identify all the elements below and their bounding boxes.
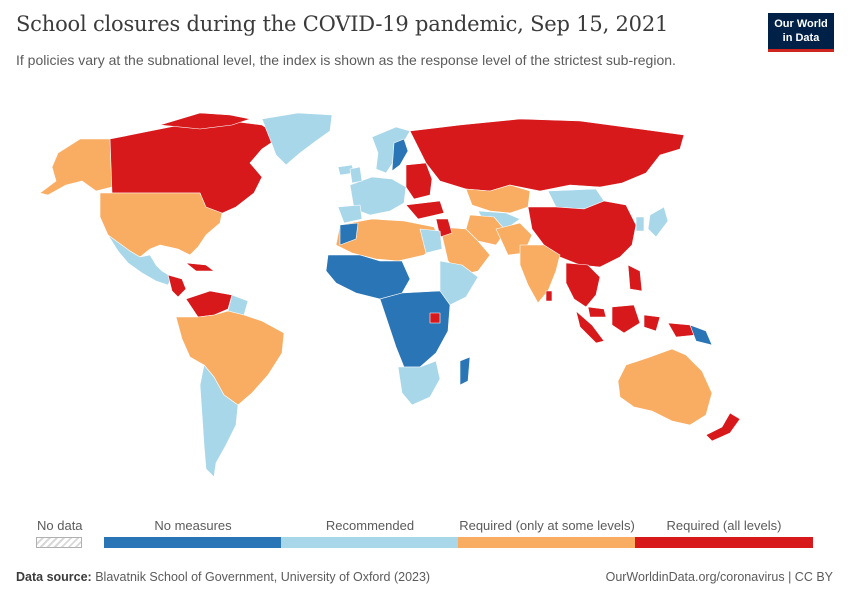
region-india[interactable]	[519, 244, 561, 304]
region-egypt[interactable]	[419, 228, 443, 254]
region-uganda[interactable]	[429, 312, 441, 324]
region-eastern-europe[interactable]	[405, 162, 433, 200]
region-uk[interactable]	[349, 166, 363, 184]
map-legend: No data No measures Recommended Required…	[0, 513, 850, 553]
legend-bin-required-some[interactable]	[458, 537, 635, 548]
legend-label-required-some: Required (only at some levels)	[459, 518, 635, 533]
region-madagascar[interactable]	[459, 356, 471, 386]
legend-no-data-swatch[interactable]	[36, 537, 82, 548]
region-brazil-peru[interactable]	[175, 310, 285, 406]
chart-subtitle: If policies vary at the subnational leve…	[16, 52, 676, 68]
legend-bin-recommended[interactable]	[281, 537, 458, 548]
region-alaska[interactable]	[39, 138, 113, 196]
region-southern-africa[interactable]	[397, 360, 441, 406]
region-korea[interactable]	[635, 216, 645, 232]
region-west-africa[interactable]	[325, 254, 411, 300]
footer-source: Data source: Blavatnik School of Governm…	[16, 570, 430, 584]
region-indonesia-sumatra[interactable]	[575, 310, 605, 344]
region-australia[interactable]	[617, 348, 713, 426]
legend-bin-required-all[interactable]	[635, 537, 813, 548]
region-chile-argentina[interactable]	[199, 364, 239, 478]
world-map[interactable]	[0, 95, 850, 505]
region-turkey[interactable]	[405, 200, 445, 220]
chart-title: School closures during the COVID-19 pand…	[16, 12, 669, 36]
legend-label-recommended: Recommended	[325, 518, 415, 533]
logo-line-1: Our World	[774, 18, 828, 30]
footer-source-text: Blavatnik School of Government, Universi…	[95, 570, 431, 584]
legend-label-required-all: Required (all levels)	[666, 518, 782, 533]
region-philippines[interactable]	[627, 264, 643, 292]
region-russia[interactable]	[409, 118, 685, 192]
region-japan[interactable]	[647, 206, 669, 238]
region-malaysia[interactable]	[587, 306, 607, 318]
region-caribbean[interactable]	[185, 262, 215, 272]
region-sri-lanka[interactable]	[545, 290, 553, 302]
legend-bin-no-measures[interactable]	[104, 537, 281, 548]
region-sweden[interactable]	[391, 138, 409, 172]
region-greenland[interactable]	[261, 112, 333, 166]
legend-no-data-label: No data	[37, 518, 83, 533]
footer-url[interactable]: OurWorldinData.org/coronavirus | CC BY	[605, 570, 833, 584]
region-central-africa[interactable]	[379, 290, 451, 368]
region-indonesia-borneo[interactable]	[611, 304, 641, 334]
region-new-zealand[interactable]	[705, 412, 741, 442]
region-southeast-asia[interactable]	[565, 262, 601, 308]
footer-source-label: Data source:	[16, 570, 92, 584]
region-central-america[interactable]	[167, 274, 187, 298]
region-png[interactable]	[689, 324, 713, 346]
owid-logo[interactable]: Our World in Data	[768, 13, 834, 52]
region-north-africa[interactable]	[335, 218, 441, 262]
logo-line-2: in Data	[782, 32, 820, 44]
legend-label-no-measures: No measures	[154, 518, 232, 533]
region-indonesia-east[interactable]	[643, 314, 661, 332]
region-morocco[interactable]	[339, 222, 359, 246]
region-iberia[interactable]	[337, 204, 363, 224]
region-canada-arctic[interactable]	[159, 112, 251, 130]
